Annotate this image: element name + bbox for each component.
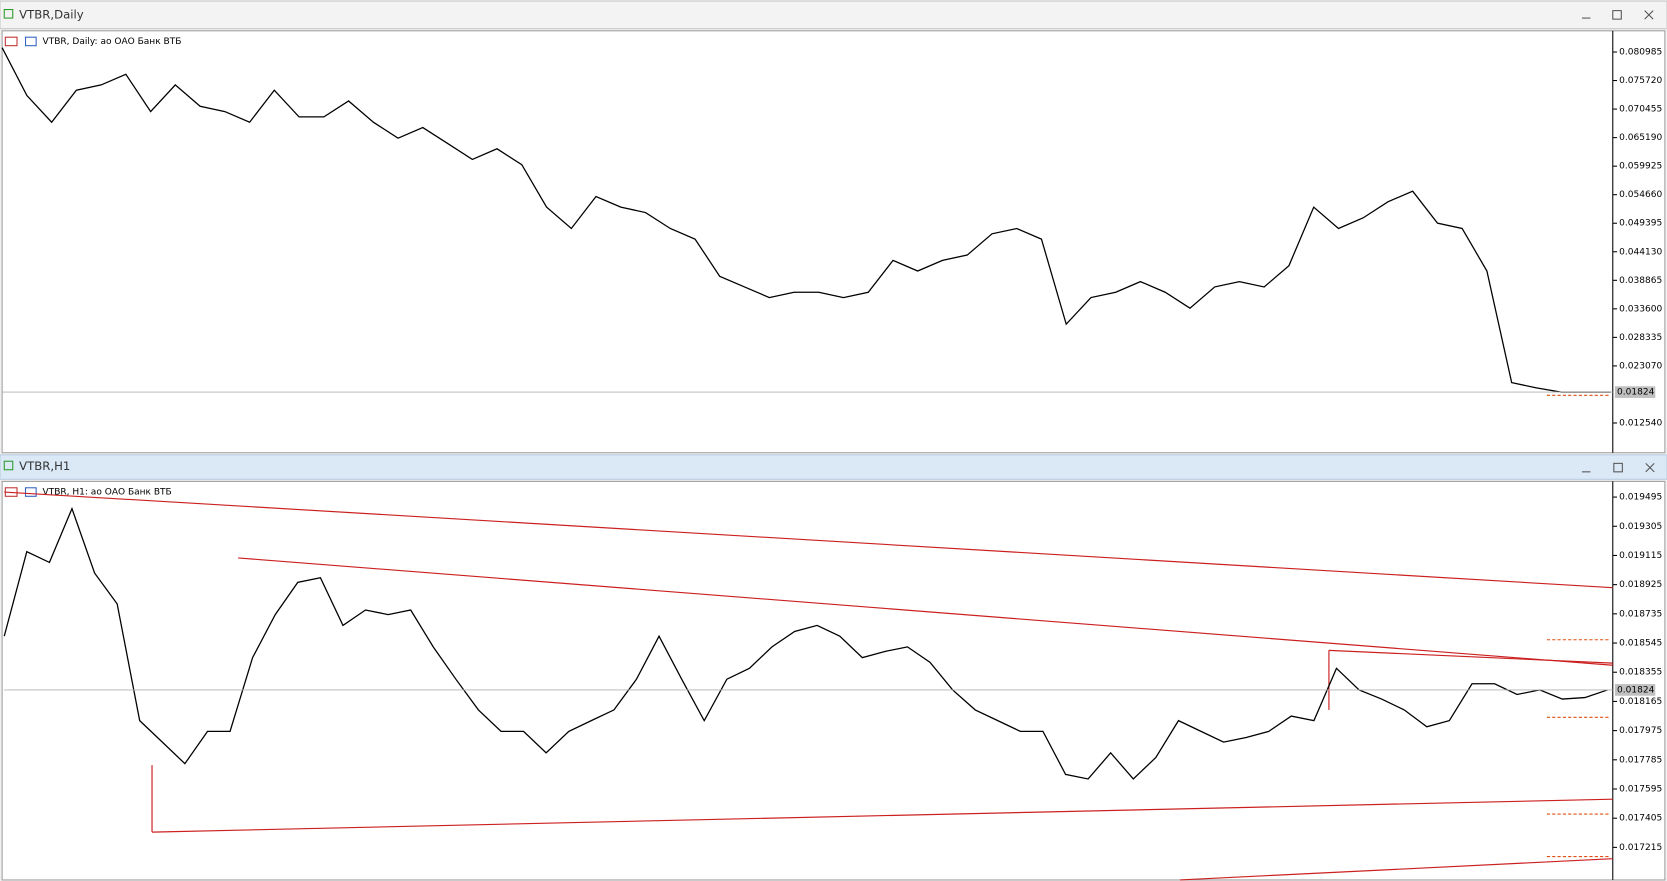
y-tick-label: 0.017975 (1619, 726, 1662, 736)
y-tick-label: 0.018735 (1619, 609, 1662, 619)
chart-area (1, 480, 1666, 881)
trend-line[interactable] (4, 491, 1613, 589)
current-price-box (1614, 386, 1656, 398)
current-price-label: 0.01824 (1617, 685, 1655, 695)
maximize-button[interactable] (1613, 462, 1623, 473)
price-line (1, 47, 1611, 393)
chart-icon (24, 36, 37, 47)
y-tick-label: 0.018165 (1619, 697, 1662, 707)
y-tick-label: 0.070455 (1619, 105, 1662, 115)
y-tick-label: 0.054660 (1619, 190, 1662, 200)
trend-lines (4, 394, 1613, 881)
trend-line[interactable] (152, 798, 1613, 833)
chart-icon (24, 487, 37, 497)
y-tick-label: 0.017215 (1619, 843, 1662, 853)
y-tick-label: 0.075720 (1619, 76, 1662, 86)
window-title: VTBR,Daily (19, 7, 84, 21)
y-tick-label: 0.033600 (1619, 304, 1662, 314)
y-tick-label: 0.065190 (1619, 133, 1662, 143)
y-tick-label: 0.049395 (1619, 219, 1662, 229)
chart-header: VTBR, Daily: ао ОАО Банк ВТБ (43, 37, 182, 47)
window-icon (3, 9, 14, 19)
y-tick-label: 0.019115 (1619, 551, 1662, 561)
y-tick-label: 0.017595 (1619, 784, 1662, 794)
y-tick-label: 0.017405 (1619, 814, 1662, 824)
trend-line[interactable] (238, 557, 1613, 666)
y-tick-label: 0.012540 (1619, 418, 1662, 428)
y-tick-label: 0.018355 (1619, 668, 1662, 678)
y-tick-label: 0.018545 (1619, 639, 1662, 649)
trend-line[interactable] (1180, 858, 1613, 881)
chart-header: VTBR, H1: ао ОАО Банк ВТБ (43, 488, 172, 498)
y-tick-label: 0.080985 (1619, 48, 1662, 58)
y-tick-label: 0.019305 (1619, 522, 1662, 532)
current-price-box (1614, 684, 1656, 696)
window-icon (3, 460, 14, 471)
y-tick-label: 0.019495 (1619, 493, 1662, 503)
window-title: VTBR,H1 (19, 459, 70, 473)
title-bar[interactable] (0, 0, 1667, 30)
y-tick-label: 0.044130 (1619, 247, 1662, 257)
y-tick-label: 0.023070 (1619, 361, 1662, 371)
y-tick-label: 0.018925 (1619, 580, 1662, 590)
close-button[interactable] (1645, 462, 1655, 473)
y-tick-label: 0.059925 (1619, 162, 1662, 172)
current-price-label: 0.01824 (1617, 388, 1655, 398)
chart-area (1, 30, 1666, 454)
trend-line[interactable] (1328, 649, 1613, 664)
y-tick-label: 0.038865 (1619, 276, 1662, 286)
maximize-button[interactable] (1612, 10, 1622, 20)
price-line (3, 506, 1608, 780)
y-tick-label: 0.028335 (1619, 333, 1662, 343)
close-button[interactable] (1644, 10, 1654, 20)
y-tick-label: 0.017785 (1619, 755, 1662, 765)
title-bar[interactable] (0, 454, 1667, 480)
chart-icon (4, 36, 18, 47)
